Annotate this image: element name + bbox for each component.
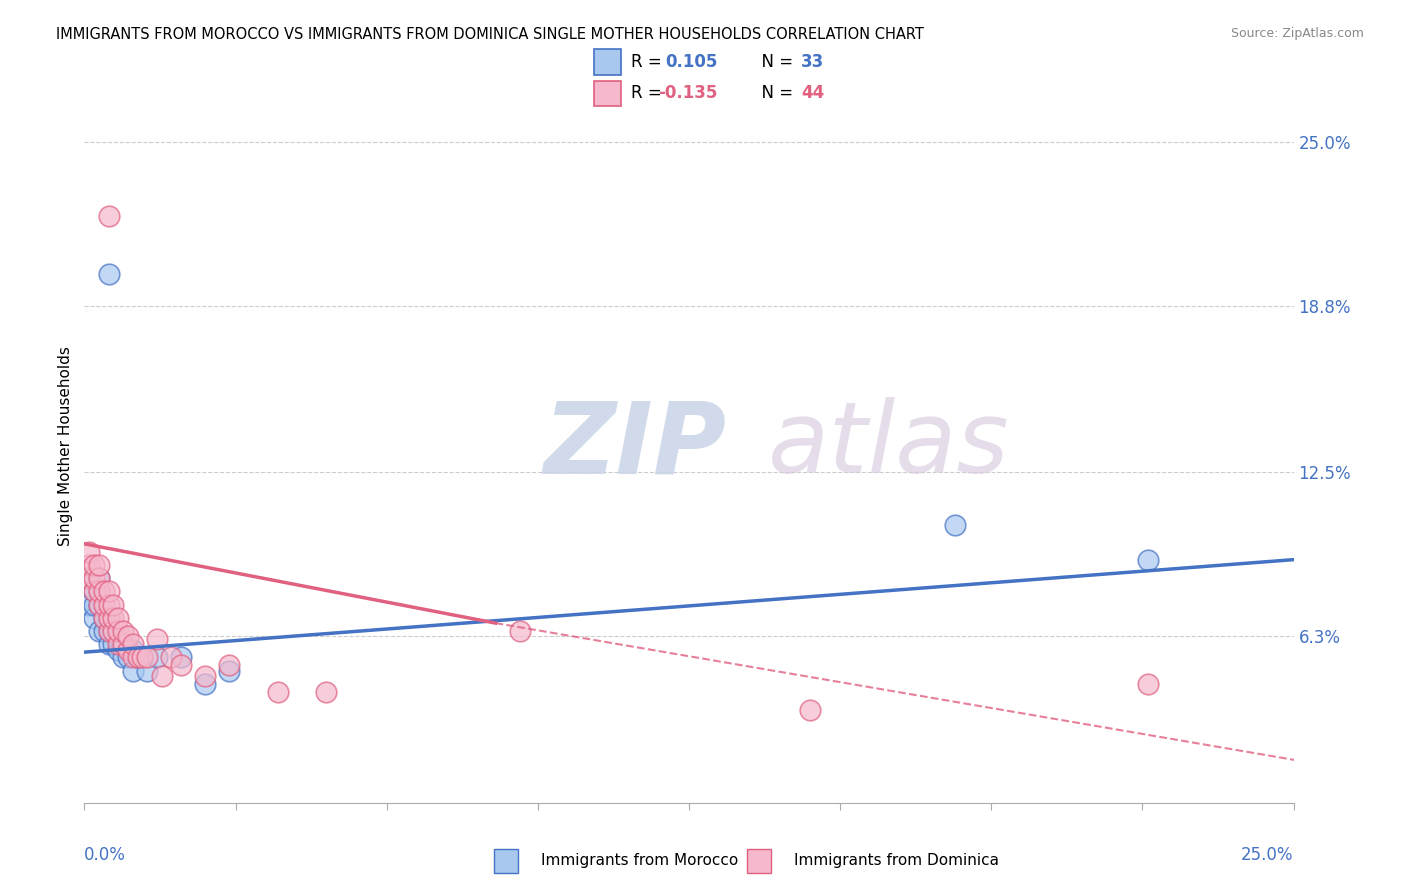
- Text: ZIP: ZIP: [544, 398, 727, 494]
- Point: [117, 642, 139, 657]
- Point: [93, 611, 115, 625]
- Point: [121, 642, 143, 657]
- Point: [117, 650, 139, 665]
- Point: [103, 624, 125, 638]
- Point: [97, 611, 120, 625]
- Point: [107, 624, 129, 638]
- Text: IMMIGRANTS FROM MOROCCO VS IMMIGRANTS FROM DOMINICA SINGLE MOTHER HOUSEHOLDS COR: IMMIGRANTS FROM MOROCCO VS IMMIGRANTS FR…: [56, 27, 924, 42]
- Point: [87, 598, 110, 612]
- Point: [112, 637, 135, 651]
- Point: [267, 685, 290, 699]
- Point: [943, 518, 966, 533]
- Text: 25.0%: 25.0%: [1241, 846, 1294, 863]
- Point: [93, 584, 115, 599]
- Point: [93, 611, 115, 625]
- Point: [77, 558, 100, 572]
- Text: 0.0%: 0.0%: [84, 846, 127, 863]
- Point: [77, 571, 100, 585]
- Text: 33: 33: [801, 53, 824, 71]
- Point: [107, 632, 129, 646]
- Point: [93, 598, 115, 612]
- Point: [103, 611, 125, 625]
- Point: [83, 571, 105, 585]
- Text: Immigrants from Morocco: Immigrants from Morocco: [541, 854, 738, 868]
- Text: Immigrants from Dominica: Immigrants from Dominica: [794, 854, 1000, 868]
- Text: -0.135: -0.135: [658, 85, 718, 103]
- Text: R =: R =: [631, 53, 672, 71]
- Point: [1137, 677, 1160, 691]
- Point: [1137, 552, 1160, 566]
- Point: [150, 669, 173, 683]
- Point: [77, 571, 100, 585]
- Text: R =: R =: [631, 85, 666, 103]
- Point: [218, 664, 240, 678]
- Point: [103, 598, 125, 612]
- Point: [97, 611, 120, 625]
- Point: [117, 629, 139, 643]
- Y-axis label: Single Mother Households: Single Mother Households: [58, 346, 73, 546]
- Point: [87, 558, 110, 572]
- Point: [136, 664, 159, 678]
- Point: [194, 677, 217, 691]
- Point: [121, 650, 143, 665]
- Text: Source: ZipAtlas.com: Source: ZipAtlas.com: [1230, 27, 1364, 40]
- Text: 0.105: 0.105: [665, 53, 717, 71]
- Point: [83, 558, 105, 572]
- Point: [83, 611, 105, 625]
- Point: [87, 598, 110, 612]
- Point: [127, 650, 149, 665]
- Point: [136, 650, 159, 665]
- Point: [127, 650, 149, 665]
- Point: [509, 624, 531, 638]
- Point: [87, 584, 110, 599]
- Bar: [593, 81, 621, 106]
- Point: [315, 685, 337, 699]
- Point: [170, 650, 193, 665]
- Text: 44: 44: [801, 85, 824, 103]
- Point: [103, 624, 125, 638]
- Point: [83, 584, 105, 599]
- Point: [107, 637, 129, 651]
- Point: [170, 658, 193, 673]
- Point: [87, 571, 110, 585]
- Point: [112, 624, 135, 638]
- Text: N =: N =: [751, 53, 799, 71]
- Point: [146, 632, 169, 646]
- Point: [83, 598, 105, 612]
- Point: [97, 598, 120, 612]
- Point: [77, 545, 100, 559]
- Point: [218, 658, 240, 673]
- Point: [194, 669, 217, 683]
- Point: [87, 624, 110, 638]
- Point: [87, 571, 110, 585]
- Point: [146, 650, 169, 665]
- Point: [87, 584, 110, 599]
- Point: [97, 624, 120, 638]
- Point: [107, 611, 129, 625]
- Point: [112, 637, 135, 651]
- Text: atlas: atlas: [768, 398, 1010, 494]
- Point: [103, 637, 125, 651]
- Point: [93, 624, 115, 638]
- Point: [112, 650, 135, 665]
- Point: [77, 598, 100, 612]
- Bar: [593, 49, 621, 75]
- Point: [97, 209, 120, 223]
- Point: [97, 584, 120, 599]
- Point: [93, 598, 115, 612]
- Point: [160, 650, 183, 665]
- Point: [83, 584, 105, 599]
- Text: N =: N =: [751, 85, 799, 103]
- Point: [97, 624, 120, 638]
- Point: [121, 637, 143, 651]
- Point: [107, 642, 129, 657]
- Point: [97, 267, 120, 281]
- Point: [799, 703, 821, 717]
- Point: [121, 664, 143, 678]
- Point: [131, 650, 153, 665]
- Point: [97, 637, 120, 651]
